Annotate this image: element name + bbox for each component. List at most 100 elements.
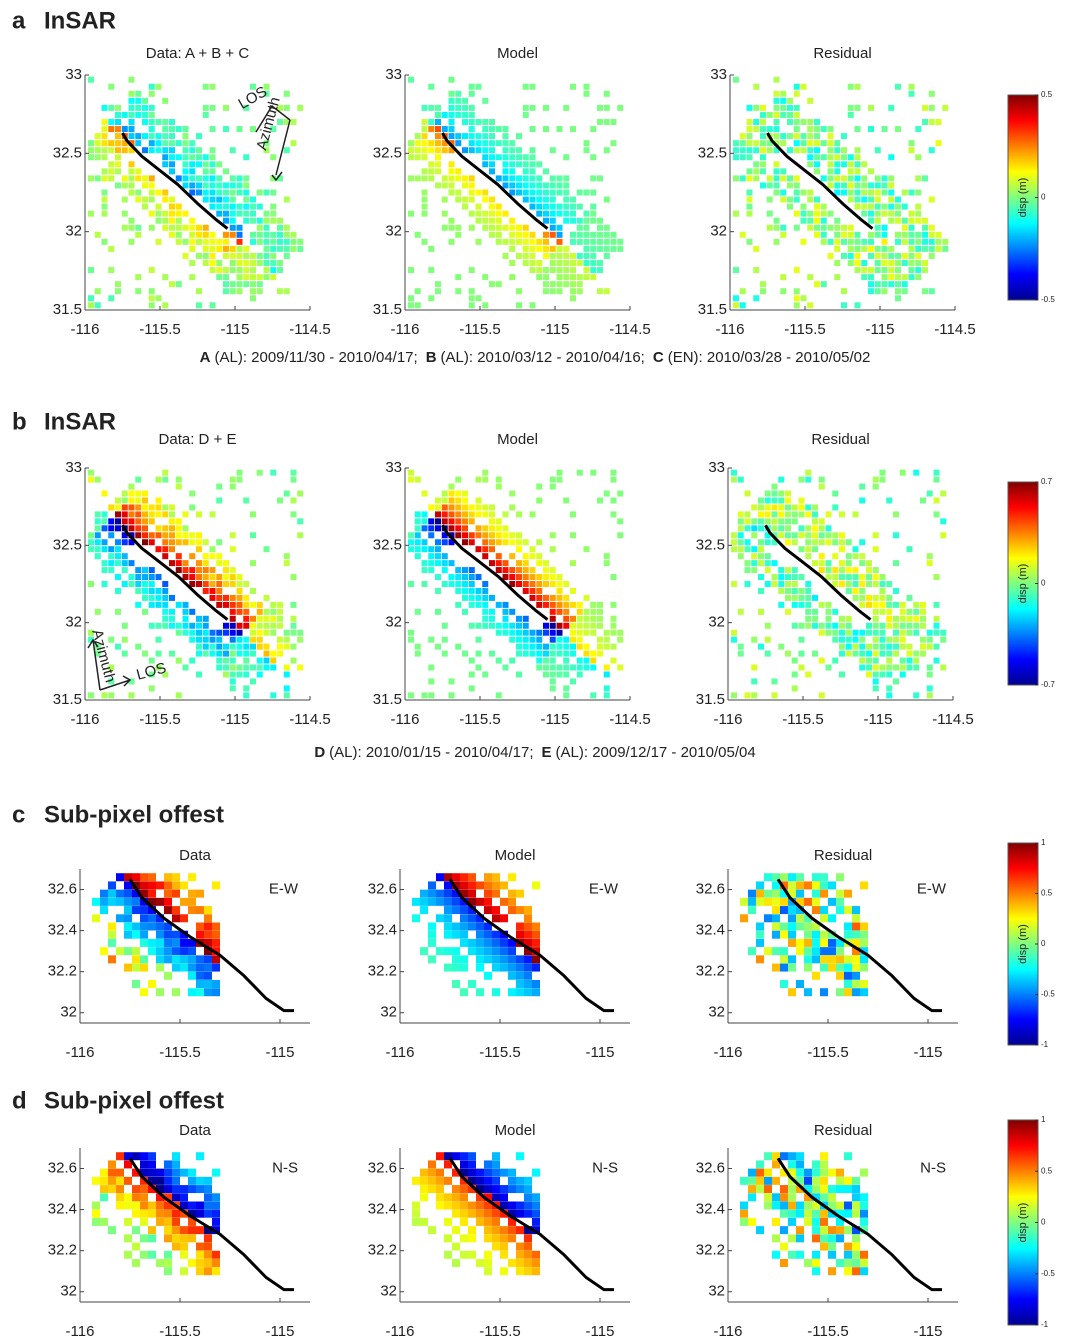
pixel — [204, 931, 212, 939]
pixel — [557, 651, 563, 657]
pixel — [243, 267, 249, 273]
pixel — [492, 1160, 500, 1168]
pixel — [210, 175, 216, 181]
y-tick-label: 31.5 — [698, 301, 727, 318]
pixel — [482, 532, 488, 538]
pixel — [828, 1193, 836, 1201]
pixel — [597, 623, 603, 629]
pixel — [422, 147, 428, 153]
pixel — [489, 560, 495, 566]
pixel — [832, 553, 838, 559]
pixel — [149, 504, 155, 510]
pixel — [516, 651, 522, 657]
pixel — [563, 274, 569, 280]
pixel — [476, 898, 484, 906]
pixel — [597, 288, 603, 294]
pixel — [796, 1201, 804, 1209]
pixel — [500, 939, 508, 947]
pixel — [452, 1152, 460, 1160]
pixel — [422, 518, 428, 524]
pixel — [543, 105, 549, 111]
pixel — [509, 274, 515, 280]
pixel — [758, 574, 764, 580]
pixel — [503, 239, 509, 245]
pixel — [230, 182, 236, 188]
pixel — [597, 497, 603, 503]
pixel — [915, 126, 921, 132]
pixel — [216, 574, 222, 580]
pixel — [747, 119, 753, 125]
pixel — [866, 644, 872, 650]
pixel — [859, 665, 865, 671]
colorbar-tick-label: 1 — [1041, 838, 1046, 847]
pixel — [237, 267, 243, 273]
pixel — [893, 602, 899, 608]
pixel — [557, 630, 563, 636]
pixel — [444, 922, 452, 930]
pixel — [738, 651, 744, 657]
pixel — [895, 197, 901, 203]
pixel — [250, 126, 256, 132]
pixel — [102, 119, 108, 125]
pixel — [895, 218, 901, 224]
pixel — [297, 518, 303, 524]
pixel — [115, 140, 121, 146]
pixel — [523, 616, 529, 622]
pixel — [482, 602, 488, 608]
pixel — [484, 881, 492, 889]
pixel — [415, 518, 421, 524]
pixel — [291, 246, 297, 252]
pixel — [785, 532, 791, 538]
pixel — [738, 518, 744, 524]
pixel — [422, 692, 428, 698]
pixel — [270, 204, 276, 210]
pixel — [577, 239, 583, 245]
pixel — [508, 964, 516, 972]
pixel — [462, 581, 468, 587]
pixel — [819, 477, 825, 483]
pixel — [149, 84, 155, 90]
pixel — [243, 602, 249, 608]
pixel — [176, 658, 182, 664]
pixel — [210, 651, 216, 657]
pixel — [812, 616, 818, 622]
pixel — [196, 630, 202, 636]
pixel — [455, 504, 461, 510]
pixel — [536, 658, 542, 664]
pixel — [452, 1193, 460, 1201]
pixel — [805, 671, 811, 677]
pixel — [570, 637, 576, 643]
pixel — [841, 190, 847, 196]
pixel — [888, 204, 894, 210]
pixel — [476, 119, 482, 125]
pixel — [570, 651, 576, 657]
pixel — [449, 126, 455, 132]
pixel — [162, 98, 168, 104]
pixel — [508, 890, 516, 898]
pixel — [900, 630, 906, 636]
pixel — [804, 988, 812, 996]
pixel — [772, 518, 778, 524]
caption-key: B — [426, 349, 437, 366]
pixel — [203, 553, 209, 559]
pixel — [230, 671, 236, 677]
pixel — [462, 511, 468, 517]
pixel — [129, 225, 135, 231]
pixel — [216, 274, 222, 280]
pixel — [841, 225, 847, 231]
pixel — [277, 651, 283, 657]
component-label: E-W — [917, 881, 947, 898]
pixel — [820, 914, 828, 922]
pixel — [455, 190, 461, 196]
pixel — [814, 232, 820, 238]
pixel — [142, 595, 148, 601]
pixel — [819, 532, 825, 538]
pixel — [420, 1193, 428, 1201]
pixel — [122, 211, 128, 217]
pixel — [780, 190, 786, 196]
x-tick-label: -115.5 — [459, 711, 500, 728]
pixel — [415, 539, 421, 545]
pixel — [812, 890, 820, 898]
pixel — [216, 658, 222, 664]
pixel — [212, 939, 220, 947]
